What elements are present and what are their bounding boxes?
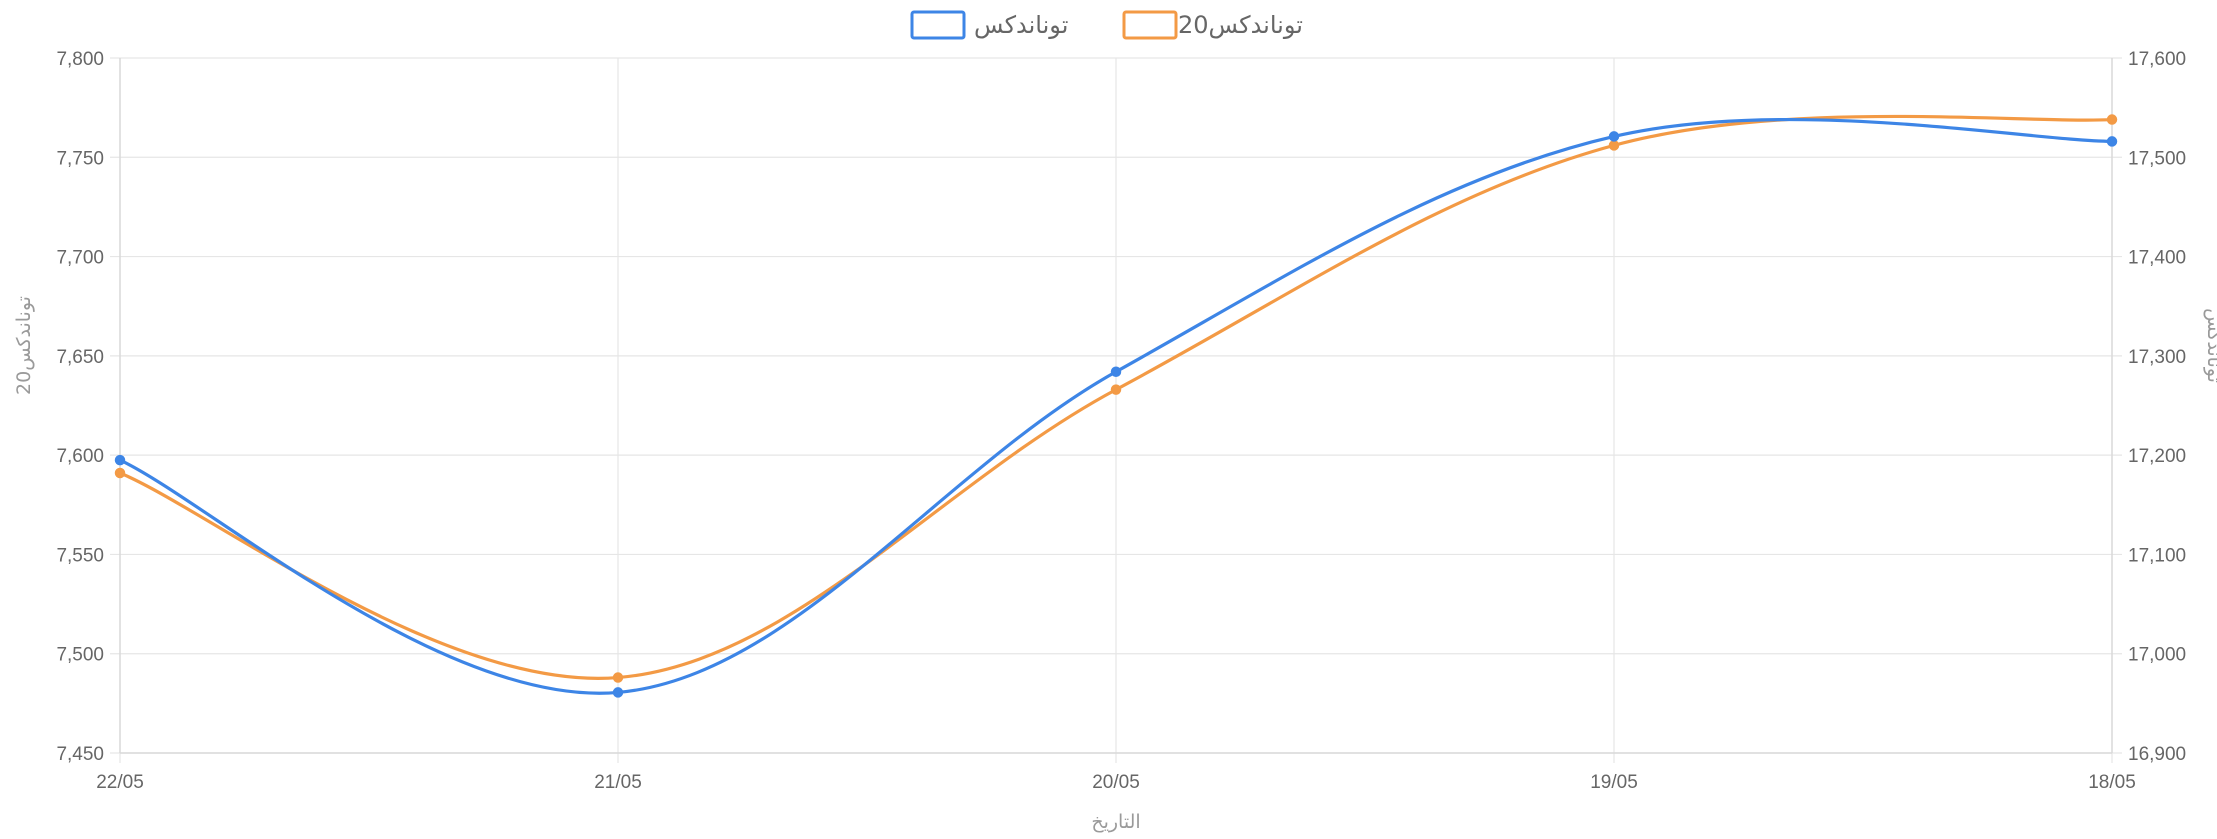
y-right-tick-label: 17,000 [2128,645,2186,666]
legend-swatch [910,10,966,40]
legend-label: توناندكس20 [1178,11,1303,39]
y-left-tick-label: 7,450 [56,744,104,765]
data-point[interactable] [114,454,126,466]
x-tick-label: 20/05 [1092,772,1140,793]
data-point[interactable] [1608,131,1620,142]
y-right-tick-label: 17,100 [2128,545,2186,566]
series-layer [114,114,2118,698]
y-left-tick-label: 7,550 [56,545,104,566]
legend-item[interactable]: توناندكس20 [1122,10,1303,40]
y-right-tick-label: 17,300 [2128,347,2186,368]
series-tunindex [114,117,2118,698]
x-axis-title: التاريخ [1091,811,1140,833]
data-point[interactable] [1110,384,1122,395]
y-left-tick-label: 7,700 [56,248,104,269]
legend[interactable]: توناندكس20 توناندكس [910,10,1303,40]
data-point[interactable] [2106,136,2118,147]
y-right-tick-label: 17,400 [2128,248,2186,269]
x-tick-label: 21/05 [594,772,642,793]
y-left-tick-label: 7,500 [56,645,104,666]
y-right-axis-title: توناندكس [2203,308,2217,383]
data-point[interactable] [612,687,624,698]
y-right-tick-label: 16,900 [2128,744,2186,765]
x-tick-label: 22/05 [96,772,144,793]
y-left-tick-label: 7,650 [56,347,104,368]
data-point[interactable] [612,672,624,683]
y-left-tick-label: 7,600 [56,446,104,467]
series-line [119,117,2113,695]
legend-item[interactable]: توناندكس [910,10,1068,40]
y-left-tick-label: 7,800 [56,49,104,70]
data-point[interactable] [2106,114,2118,125]
y-right-tick-label: 17,500 [2128,148,2186,169]
axis-layer: 7,450 16,900 7,500 17,000 7,550 17,100 7,600 17… [13,49,2217,833]
legend-swatch [1122,10,1178,40]
y-left-axis-title: توناندكس20 [13,296,35,395]
x-tick-label: 18/05 [2088,772,2136,793]
data-point[interactable] [1608,140,1620,151]
legend-label: توناندكس [974,11,1068,39]
y-right-tick-label: 17,600 [2128,49,2186,70]
y-right-tick-label: 17,200 [2128,446,2186,467]
data-point[interactable] [114,467,126,479]
x-tick-label: 19/05 [1590,772,1638,793]
y-left-tick-label: 7,750 [56,148,104,169]
data-point[interactable] [1110,366,1122,377]
grid-layer [110,57,2122,763]
